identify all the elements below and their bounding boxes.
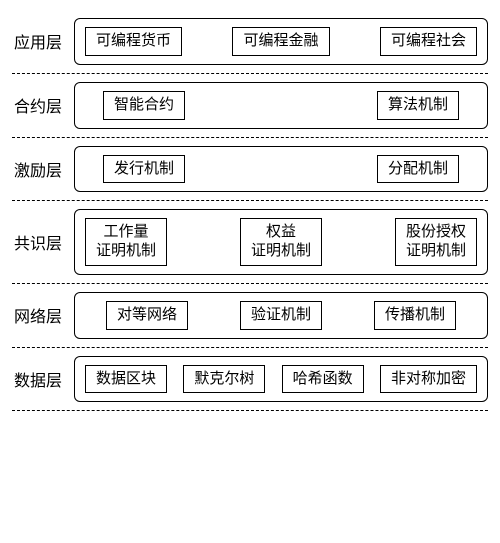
layer-row-incentive: 激励层 发行机制 分配机制 [12,138,488,202]
layer-label: 共识层 [12,230,74,254]
layer-item: 传播机制 [374,301,456,330]
layer-box: 对等网络 验证机制 传播机制 [74,292,488,339]
layer-item: 数据区块 [85,365,167,394]
layer-item: 默克尔树 [183,365,265,394]
layer-row-contract: 合约层 智能合约 算法机制 [12,74,488,138]
layer-item: 可编程社会 [380,27,477,56]
layer-item: 权益 证明机制 [240,218,322,266]
layer-label: 网络层 [12,303,74,327]
layer-item: 智能合约 [103,91,185,120]
blockchain-layer-diagram: 应用层 可编程货币 可编程金融 可编程社会 合约层 智能合约 算法机制 激励层 … [0,0,500,419]
layer-row-application: 应用层 可编程货币 可编程金融 可编程社会 [12,10,488,74]
layer-row-network: 网络层 对等网络 验证机制 传播机制 [12,284,488,348]
layer-item: 算法机制 [377,91,459,120]
layer-row-data: 数据层 数据区块 默克尔树 哈希函数 非对称加密 [12,348,488,412]
layer-item: 非对称加密 [380,365,477,394]
layer-item: 工作量 证明机制 [85,218,167,266]
layer-box: 可编程货币 可编程金融 可编程社会 [74,18,488,65]
layer-item: 对等网络 [106,301,188,330]
layer-box: 工作量 证明机制 权益 证明机制 股份授权 证明机制 [74,209,488,275]
layer-label: 数据层 [12,367,74,391]
layer-item: 哈希函数 [282,365,364,394]
layer-box: 发行机制 分配机制 [74,146,488,193]
layer-label: 应用层 [12,29,74,53]
layer-label: 合约层 [12,93,74,117]
layer-item: 分配机制 [377,155,459,184]
layer-label: 激励层 [12,157,74,181]
layer-item: 发行机制 [103,155,185,184]
layer-item: 股份授权 证明机制 [395,218,477,266]
layer-item: 可编程金融 [232,27,329,56]
layer-box: 智能合约 算法机制 [74,82,488,129]
layer-item: 验证机制 [240,301,322,330]
layer-row-consensus: 共识层 工作量 证明机制 权益 证明机制 股份授权 证明机制 [12,201,488,284]
layer-item: 可编程货币 [85,27,182,56]
layer-box: 数据区块 默克尔树 哈希函数 非对称加密 [74,356,488,403]
